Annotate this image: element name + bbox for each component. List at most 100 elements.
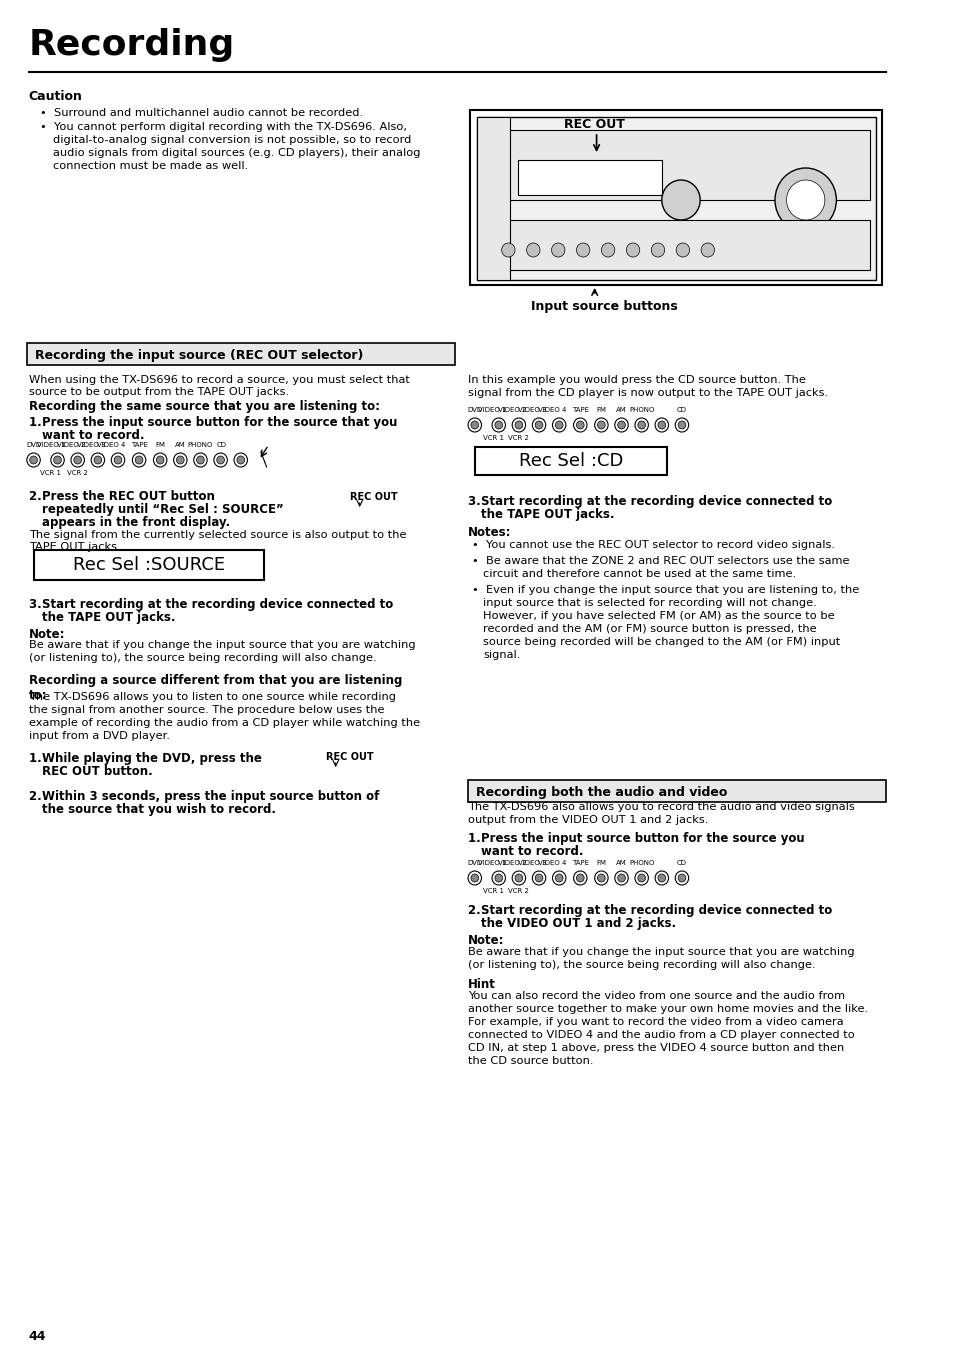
Text: signal from the CD player is now output to the TAPE OUT jacks.: signal from the CD player is now output … — [468, 388, 827, 399]
Text: 2.: 2. — [29, 490, 50, 503]
Circle shape — [614, 871, 628, 885]
Text: Start recording at the recording device connected to: Start recording at the recording device … — [42, 598, 393, 611]
Text: Input source buttons: Input source buttons — [530, 300, 677, 313]
Text: The TX-DS696 also allows you to record the audio and video signals: The TX-DS696 also allows you to record t… — [468, 802, 854, 812]
Text: REC OUT: REC OUT — [563, 118, 624, 131]
Circle shape — [176, 457, 184, 463]
Circle shape — [91, 453, 105, 467]
Text: However, if you have selected FM (or AM) as the source to be: However, if you have selected FM (or AM)… — [483, 611, 834, 621]
Text: Recording the same source that you are listening to:: Recording the same source that you are l… — [29, 400, 379, 413]
Text: VIDEO 3: VIDEO 3 — [77, 442, 105, 449]
Circle shape — [492, 871, 505, 885]
Circle shape — [617, 874, 625, 882]
Circle shape — [594, 417, 607, 432]
Text: CD IN, at step 1 above, press the VIDEO 4 source button and then: CD IN, at step 1 above, press the VIDEO … — [468, 1043, 843, 1052]
Circle shape — [576, 874, 583, 882]
Text: AM: AM — [616, 861, 626, 866]
Text: VIDEO 4: VIDEO 4 — [97, 442, 125, 449]
Circle shape — [471, 422, 478, 430]
Text: Press the input source button for the source that you: Press the input source button for the so… — [42, 416, 397, 430]
Text: CD: CD — [677, 861, 686, 866]
FancyBboxPatch shape — [468, 780, 885, 802]
Circle shape — [661, 180, 700, 220]
Text: •  Even if you change the input source that you are listening to, the: • Even if you change the input source th… — [472, 585, 859, 594]
Circle shape — [495, 422, 502, 430]
Text: While playing the DVD, press the: While playing the DVD, press the — [42, 753, 262, 765]
Circle shape — [658, 422, 665, 430]
FancyBboxPatch shape — [475, 447, 666, 476]
Circle shape — [156, 457, 164, 463]
Text: DVD: DVD — [467, 407, 482, 413]
Text: recorded and the AM (or FM) source button is pressed, the: recorded and the AM (or FM) source butto… — [483, 624, 816, 634]
Text: the source that you wish to record.: the source that you wish to record. — [42, 802, 276, 816]
Circle shape — [71, 453, 84, 467]
Circle shape — [638, 874, 645, 882]
Text: •  Be aware that the ZONE 2 and REC OUT selectors use the same: • Be aware that the ZONE 2 and REC OUT s… — [472, 557, 848, 566]
Circle shape — [135, 457, 143, 463]
Text: 1.: 1. — [468, 832, 489, 844]
Text: DVD: DVD — [26, 442, 41, 449]
Circle shape — [552, 871, 565, 885]
Bar — [482, 220, 869, 270]
Text: Within 3 seconds, press the input source button of: Within 3 seconds, press the input source… — [42, 790, 379, 802]
Text: Press the REC OUT button: Press the REC OUT button — [42, 490, 214, 503]
Circle shape — [196, 457, 204, 463]
FancyBboxPatch shape — [27, 343, 455, 365]
Circle shape — [468, 417, 481, 432]
Circle shape — [655, 871, 668, 885]
Bar — [476, 118, 510, 280]
Text: Recording the input source (REC OUT selector): Recording the input source (REC OUT sele… — [34, 349, 362, 362]
Circle shape — [153, 453, 167, 467]
Text: VIDEO 2: VIDEO 2 — [57, 442, 85, 449]
Text: digital-to-analog signal conversion is not possible, so to record: digital-to-analog signal conversion is n… — [52, 135, 411, 145]
Circle shape — [30, 457, 37, 463]
Text: PHONO: PHONO — [628, 407, 654, 413]
Circle shape — [132, 453, 146, 467]
Text: VCR 2: VCR 2 — [508, 435, 529, 440]
Text: FM: FM — [596, 861, 606, 866]
Circle shape — [573, 417, 586, 432]
Circle shape — [471, 874, 478, 882]
Text: CD: CD — [216, 442, 226, 449]
Circle shape — [617, 422, 625, 430]
Circle shape — [658, 874, 665, 882]
Text: Recording both the audio and video: Recording both the audio and video — [476, 786, 726, 798]
Text: appears in the front display.: appears in the front display. — [42, 516, 230, 530]
Text: Be aware that if you change the input source that you are watching: Be aware that if you change the input so… — [468, 947, 854, 957]
Circle shape — [597, 874, 604, 882]
Text: PHONO: PHONO — [628, 861, 654, 866]
Text: REC OUT button.: REC OUT button. — [42, 765, 152, 778]
Circle shape — [114, 457, 122, 463]
Bar — [517, 159, 661, 195]
Text: Press the input source button for the source you: Press the input source button for the so… — [481, 832, 804, 844]
Text: Notes:: Notes: — [468, 526, 511, 539]
Text: •  Surround and multichannel audio cannot be recorded.: • Surround and multichannel audio cannot… — [40, 108, 363, 118]
Text: the CD source button.: the CD source button. — [468, 1056, 593, 1066]
Circle shape — [27, 453, 40, 467]
Text: VIDEO 3: VIDEO 3 — [517, 861, 546, 866]
Text: TAPE: TAPE — [131, 442, 148, 449]
Circle shape — [495, 874, 502, 882]
Text: When using the TX-DS696 to record a source, you must select that
source to be ou: When using the TX-DS696 to record a sour… — [29, 376, 409, 397]
Circle shape — [535, 874, 542, 882]
Text: TAPE: TAPE — [571, 861, 588, 866]
Text: CD: CD — [677, 407, 686, 413]
Text: AM: AM — [616, 407, 626, 413]
Text: REC OUT: REC OUT — [326, 753, 374, 762]
Circle shape — [600, 243, 614, 257]
Text: Hint: Hint — [468, 978, 496, 992]
Circle shape — [53, 457, 61, 463]
Text: VIDEO 3: VIDEO 3 — [517, 407, 546, 413]
Text: The TX-DS696 allows you to listen to one source while recording: The TX-DS696 allows you to listen to one… — [29, 692, 395, 703]
Text: 1.: 1. — [29, 753, 50, 765]
Circle shape — [555, 422, 562, 430]
Text: the signal from another source. The procedure below uses the: the signal from another source. The proc… — [29, 705, 384, 715]
Bar — [482, 130, 869, 200]
Text: REC OUT: REC OUT — [350, 492, 397, 503]
Text: FM: FM — [155, 442, 165, 449]
Circle shape — [512, 417, 525, 432]
Circle shape — [655, 417, 668, 432]
Text: Rec Sel :CD: Rec Sel :CD — [518, 453, 622, 470]
Circle shape — [51, 453, 64, 467]
Text: VIDEO 4: VIDEO 4 — [537, 861, 566, 866]
